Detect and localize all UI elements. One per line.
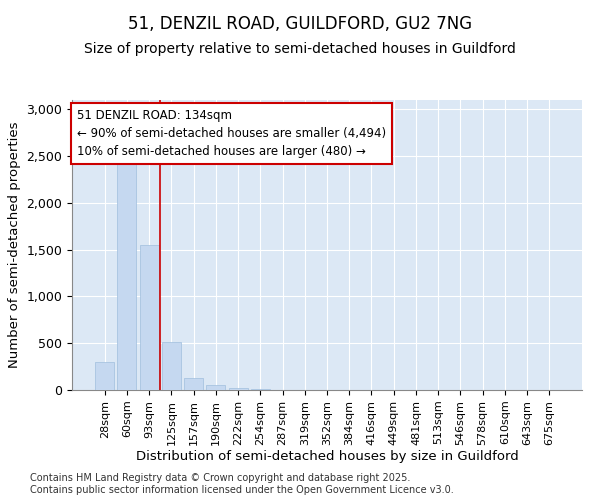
Bar: [206, 386, 225, 390]
Text: 51 DENZIL ROAD: 134sqm
← 90% of semi-detached houses are smaller (4,494)
10% of : 51 DENZIL ROAD: 134sqm ← 90% of semi-det…: [77, 108, 386, 158]
Bar: [184, 378, 203, 390]
X-axis label: Distribution of semi-detached houses by size in Guildford: Distribution of semi-detached houses by …: [136, 450, 518, 464]
Text: 51, DENZIL ROAD, GUILDFORD, GU2 7NG: 51, DENZIL ROAD, GUILDFORD, GU2 7NG: [128, 15, 472, 33]
Y-axis label: Number of semi-detached properties: Number of semi-detached properties: [8, 122, 21, 368]
Bar: [251, 389, 270, 390]
Bar: [140, 245, 158, 390]
Bar: [95, 362, 114, 390]
Bar: [162, 342, 181, 390]
Text: Size of property relative to semi-detached houses in Guildford: Size of property relative to semi-detach…: [84, 42, 516, 56]
Bar: [229, 388, 248, 390]
Bar: [118, 161, 136, 390]
Text: Contains HM Land Registry data © Crown copyright and database right 2025.
Contai: Contains HM Land Registry data © Crown c…: [30, 474, 454, 495]
